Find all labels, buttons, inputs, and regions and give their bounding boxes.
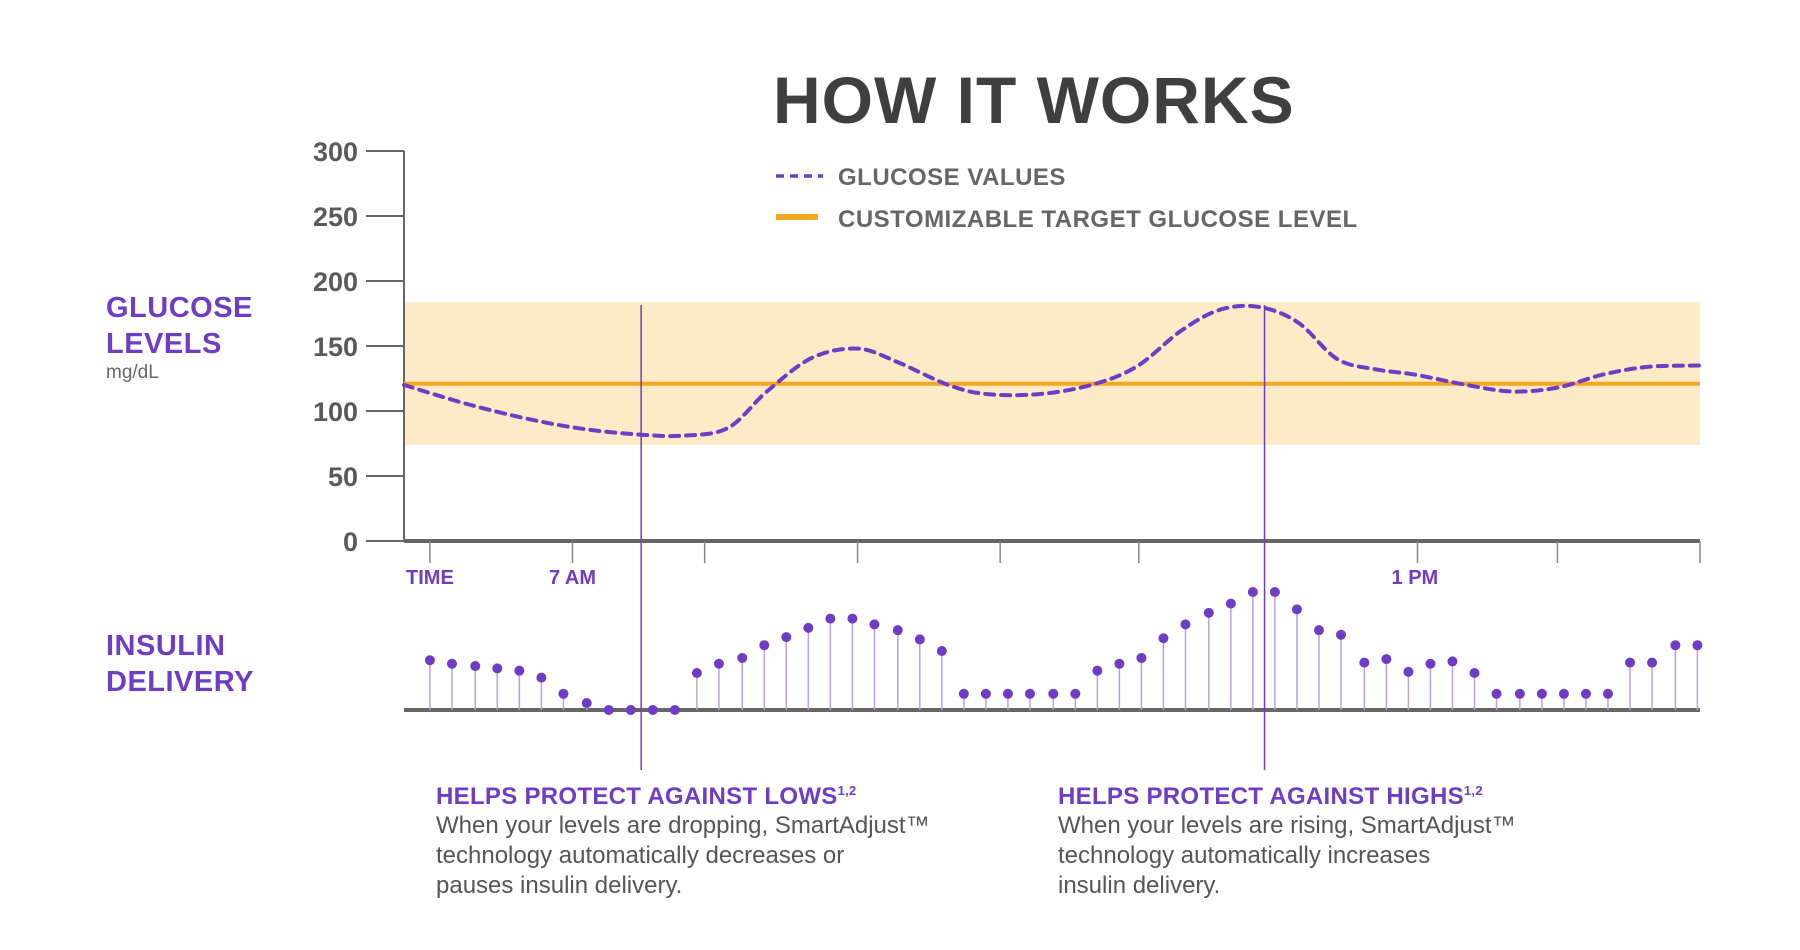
- x-tick-label: 1 PM: [1392, 567, 1439, 589]
- insulin-dose-dot: [1602, 688, 1613, 699]
- y-tick-label: 300: [313, 137, 358, 167]
- insulin-dose-dot: [470, 661, 481, 672]
- page-title: HOW IT WORKS: [773, 63, 1295, 137]
- insulin-dose-dot: [1491, 688, 1502, 699]
- insulin-dose-dot: [1536, 688, 1547, 699]
- insulin-dose-dot: [446, 658, 457, 669]
- insulin-dose-dot: [1403, 666, 1414, 677]
- glucose-unit: mg/dL: [106, 362, 159, 383]
- glucose-values-line: [402, 303, 1702, 439]
- insulin-dose-dot: [1291, 604, 1302, 615]
- x-tick-label: TIME: [406, 567, 454, 589]
- caption-lows-footnote: 1,2: [837, 783, 857, 798]
- insulin-dose-dot: [625, 705, 636, 715]
- insulin-dose-dot: [1048, 688, 1059, 699]
- insulin-dose-dot: [581, 698, 592, 709]
- insulin-dose-dot: [1024, 688, 1035, 699]
- insulin-dose-dot: [1269, 587, 1280, 597]
- insulin-dose-dot: [1092, 665, 1103, 676]
- insulin-dose-dot: [1225, 598, 1236, 609]
- insulin-delivery-label: INSULIN DELIVERY: [106, 628, 254, 700]
- insulin-dose-dot: [1158, 633, 1169, 644]
- caption-lows-line1: When your levels are dropping, SmartAdju…: [436, 812, 930, 839]
- legend-glucose-values-label: GLUCOSE VALUES: [838, 164, 1066, 191]
- caption-highs: HELPS PROTECT AGAINST HIGHS1,2 When your…: [1058, 783, 1578, 901]
- insulin-dose-dot: [1381, 654, 1392, 665]
- insulin-dose-dot: [603, 705, 614, 715]
- insulin-dose-dot: [1425, 658, 1436, 669]
- insulin-dose-dot: [958, 688, 969, 699]
- y-tick-label: 0: [343, 527, 358, 557]
- insulin-dose-dot: [669, 705, 680, 715]
- glucose-levels-label: GLUCOSE LEVELS mg/dL: [106, 290, 253, 384]
- insulin-dose-dot: [737, 652, 748, 663]
- insulin-dose-dot: [424, 655, 435, 666]
- insulin-dose-dot: [1203, 607, 1214, 618]
- insulin-dose-dot: [1359, 657, 1370, 668]
- insulin-dose-dot: [558, 688, 569, 699]
- insulin-dose-dot: [536, 672, 547, 683]
- insulin-dose-dot: [647, 705, 658, 715]
- insulin-dose-dot: [514, 665, 525, 676]
- caption-lows-line3: pauses insulin delivery.: [436, 872, 683, 899]
- insulin-dose-dot: [1558, 688, 1569, 699]
- insulin-dose-dot: [1647, 657, 1658, 668]
- insulin-dose-dot: [847, 613, 858, 624]
- legend-target-level-label: CUSTOMIZABLE TARGET GLUCOSE LEVEL: [838, 206, 1358, 233]
- insulin-dose-dot: [1114, 658, 1125, 669]
- caption-lows-heading-text: HELPS PROTECT AGAINST LOWS: [436, 783, 838, 810]
- insulin-dose-dot: [781, 632, 792, 643]
- insulin-label-line2: DELIVERY: [106, 666, 254, 698]
- y-tick-label: 50: [328, 462, 358, 492]
- y-tick-label: 200: [313, 267, 358, 297]
- insulin-dose-dot: [1247, 587, 1258, 597]
- caption-lows-body: When your levels are dropping, SmartAdju…: [436, 811, 956, 901]
- target-range-band: [404, 301, 1700, 445]
- glucose-label-line1: GLUCOSE: [106, 292, 253, 324]
- glucose-label-line2: LEVELS: [106, 328, 222, 360]
- insulin-dose-dot: [1002, 688, 1013, 699]
- insulin-dose-dot: [869, 619, 880, 630]
- caption-highs-line1: When your levels are rising, SmartAdjust…: [1058, 812, 1516, 839]
- insulin-dose-dot: [492, 663, 503, 674]
- caption-highs-heading-text: HELPS PROTECT AGAINST HIGHS: [1058, 783, 1464, 810]
- caption-highs-body: When your levels are rising, SmartAdjust…: [1058, 811, 1578, 901]
- insulin-dose-dot: [691, 667, 702, 678]
- insulin-dose-dot: [1336, 629, 1347, 640]
- caption-lows-heading: HELPS PROTECT AGAINST LOWS1,2: [436, 783, 956, 811]
- y-tick-label: 100: [313, 397, 358, 427]
- insulin-dose-dot: [759, 640, 770, 651]
- insulin-label-line1: INSULIN: [106, 630, 226, 662]
- insulin-dose-dot: [825, 613, 836, 624]
- insulin-dose-dot: [1447, 656, 1458, 667]
- y-tick-label: 150: [313, 332, 358, 362]
- caption-lows-line2: technology automatically decreases or: [436, 842, 845, 869]
- y-tick-label: 250: [313, 202, 358, 232]
- insulin-dose-dot: [1514, 688, 1525, 699]
- insulin-dose-dot: [980, 688, 991, 699]
- insulin-dose-dot: [892, 625, 903, 636]
- insulin-dose-dot: [1180, 619, 1191, 630]
- insulin-dose-dot: [1625, 657, 1636, 668]
- insulin-dose-dot: [1070, 688, 1081, 699]
- caption-highs-line2: technology automatically increases: [1058, 842, 1431, 869]
- insulin-dose-dot: [1692, 640, 1703, 651]
- caption-lows: HELPS PROTECT AGAINST LOWS1,2 When your …: [436, 783, 956, 901]
- insulin-dose-dot: [713, 658, 724, 669]
- insulin-dose-dot: [1469, 667, 1480, 678]
- x-tick-label: 7 AM: [549, 567, 596, 589]
- insulin-dose-dot: [914, 634, 925, 645]
- caption-highs-heading: HELPS PROTECT AGAINST HIGHS1,2: [1058, 783, 1578, 811]
- insulin-dose-dot: [936, 646, 947, 656]
- insulin-dose-dot: [803, 622, 814, 633]
- insulin-dose-dot: [1136, 652, 1147, 663]
- caption-highs-footnote: 1,2: [1463, 783, 1483, 798]
- insulin-dose-dot: [1313, 625, 1324, 636]
- insulin-dose-dot: [1580, 688, 1591, 699]
- insulin-dose-dot: [1670, 640, 1681, 651]
- caption-highs-line3: insulin delivery.: [1058, 872, 1221, 899]
